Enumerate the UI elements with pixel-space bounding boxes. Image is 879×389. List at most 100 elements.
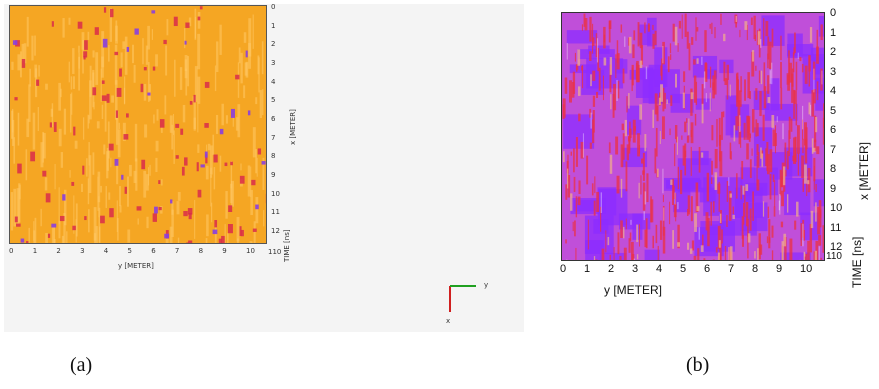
texture-mark (232, 115, 234, 127)
texture-mark (175, 155, 179, 159)
texture-mark (169, 226, 173, 243)
texture-mark (713, 70, 717, 95)
texture-mark (712, 201, 715, 213)
texture-mark (693, 59, 696, 65)
texture-mark (719, 151, 723, 177)
texture-mark (705, 93, 707, 103)
texture-mark (580, 141, 584, 159)
texture-mark (261, 41, 264, 75)
texture-mark (23, 43, 27, 64)
texture-mark (243, 32, 247, 43)
texture-mark (114, 158, 119, 166)
texture-mark (92, 69, 95, 90)
texture-mark (598, 67, 601, 91)
texture-mark (657, 168, 659, 178)
texture-mark (738, 90, 742, 107)
texture-mark (684, 150, 687, 176)
texture-mark (696, 206, 700, 212)
texture-mark (126, 176, 129, 207)
texture-mark (768, 219, 771, 249)
texture-mark (690, 92, 694, 100)
texture-mark (60, 152, 64, 168)
texture-mark (654, 30, 657, 45)
texture-mark (821, 70, 823, 85)
texture-mark (175, 123, 180, 128)
texture-mark (224, 162, 228, 167)
texture-mark (721, 229, 723, 244)
texture-mark (747, 218, 749, 237)
texture-mark (646, 173, 649, 203)
texture-mark (87, 31, 90, 40)
panel-a-x-tick-7: 7 (174, 247, 180, 255)
texture-mark (87, 178, 90, 205)
texture-mark (100, 185, 102, 193)
panel-a-x-tick-1: 1 (32, 247, 38, 255)
texture-mark (586, 155, 589, 185)
texture-mark (93, 101, 95, 110)
texture-mark (659, 220, 663, 240)
texture-mark (250, 190, 253, 216)
texture-mark (613, 247, 615, 260)
texture-mark (757, 151, 760, 168)
texture-mark (675, 73, 677, 88)
texture-mark (645, 218, 648, 249)
texture-mark (42, 170, 47, 177)
texture-mark (591, 183, 594, 196)
texture-mark (762, 114, 765, 141)
texture-mark (594, 176, 596, 194)
texture-mark (239, 175, 245, 184)
texture-mark (115, 111, 119, 145)
texture-mark (206, 214, 209, 237)
texture-mark (761, 153, 764, 167)
texture-mark (802, 119, 804, 140)
texture-mark (771, 115, 775, 128)
panel-b-x-tick-3: 3 (632, 263, 639, 275)
texture-mark (738, 121, 741, 145)
texture-mark (227, 224, 233, 234)
texture-mark (78, 56, 81, 91)
texture-mark (142, 38, 144, 65)
texture-mark (117, 129, 121, 158)
texture-mark (767, 75, 770, 94)
texture-mark (629, 232, 632, 241)
texture-mark (219, 24, 222, 55)
texture-mark (724, 245, 727, 260)
texture-mark (751, 51, 755, 77)
texture-mark (173, 16, 178, 27)
texture-mark (565, 184, 568, 200)
texture-mark (615, 136, 619, 155)
texture-mark (13, 137, 16, 164)
panel-a-right-tick-1: 1 (271, 21, 276, 30)
texture-mark (101, 80, 105, 84)
texture-mark (187, 56, 190, 87)
texture-mark (776, 116, 778, 123)
texture-mark (596, 38, 599, 63)
texture-mark (636, 224, 639, 243)
texture-mark (249, 241, 252, 243)
texture-mark (768, 237, 771, 243)
texture-mark (808, 57, 811, 87)
texture-mark (40, 142, 44, 168)
panel-a-right-tick-5: 5 (271, 96, 276, 105)
texture-mark (801, 155, 804, 179)
texture-mark (597, 187, 617, 216)
texture-mark (59, 215, 65, 222)
panel-a-x-tick-6: 6 (151, 247, 156, 255)
texture-mark (726, 79, 729, 100)
panel-b-right-tick-0: 0 (830, 7, 837, 19)
texture-mark (735, 20, 737, 28)
texture-mark (109, 208, 114, 218)
texture-mark (110, 157, 112, 168)
gizmo-y-label: y (484, 281, 489, 289)
texture-mark (642, 182, 646, 211)
panel-b-right-tick-12: 12 (830, 241, 843, 253)
texture-mark (694, 113, 697, 126)
panel-a-right-tick-11: 11 (271, 208, 280, 217)
texture-mark (237, 104, 241, 138)
texture-mark (636, 254, 639, 260)
texture-mark (729, 246, 733, 260)
panel-a-x-tick-9: 9 (222, 247, 227, 255)
panel-a-radargram (9, 5, 267, 244)
texture-mark (143, 66, 147, 71)
texture-mark (751, 50, 755, 62)
